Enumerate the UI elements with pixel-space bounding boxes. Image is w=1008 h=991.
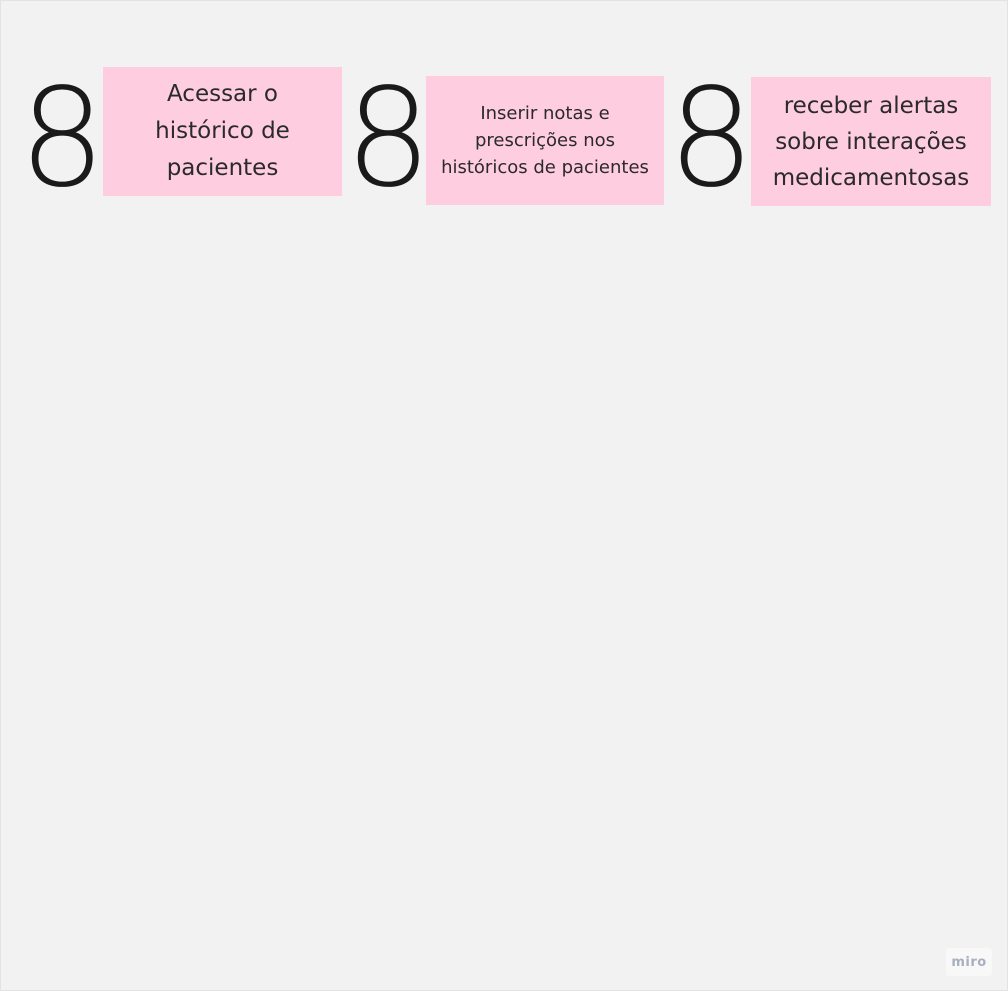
vote-count-3[interactable]: 8 <box>668 60 755 218</box>
sticky-note-text: receber alertas sobre interações medicam… <box>772 92 970 191</box>
vote-count-1[interactable]: 8 <box>19 60 106 218</box>
sticky-note-drug-alerts[interactable]: receber alertas sobre interações medicam… <box>751 77 991 206</box>
miro-logo[interactable]: miro <box>946 948 992 976</box>
sticky-note-access-history[interactable]: Acessar o histórico de pacientes <box>103 67 342 196</box>
sticky-note-insert-notes[interactable]: Inserir notas e prescrições nos históric… <box>426 76 664 205</box>
vote-count-2[interactable]: 8 <box>345 60 432 218</box>
sticky-note-text: Inserir notas e prescrições nos históric… <box>441 103 649 178</box>
sticky-note-text: Acessar o histórico de pacientes <box>155 81 290 181</box>
